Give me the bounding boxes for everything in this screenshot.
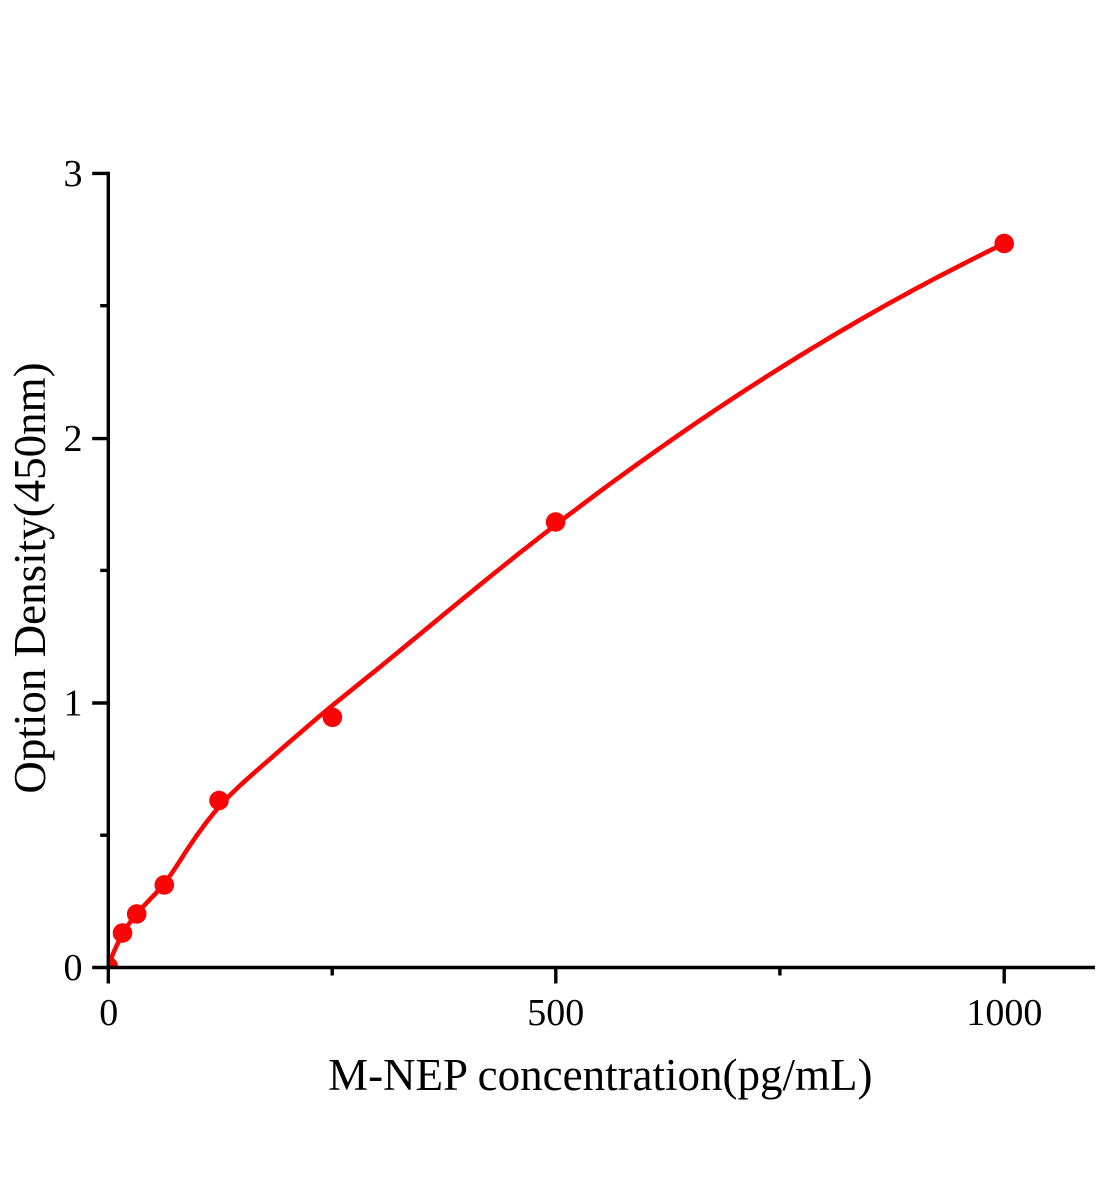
svg-text:2: 2 — [64, 418, 83, 460]
svg-text:500: 500 — [527, 992, 584, 1034]
svg-text:1: 1 — [64, 683, 83, 725]
svg-text:1000: 1000 — [966, 992, 1042, 1034]
svg-text:3: 3 — [64, 153, 83, 195]
svg-text:0: 0 — [99, 992, 118, 1034]
svg-text:Option Density(450nm): Option Density(450nm) — [5, 362, 55, 793]
svg-text:M-NEP concentration(pg/mL): M-NEP concentration(pg/mL) — [328, 1050, 872, 1100]
svg-text:0: 0 — [64, 947, 83, 989]
